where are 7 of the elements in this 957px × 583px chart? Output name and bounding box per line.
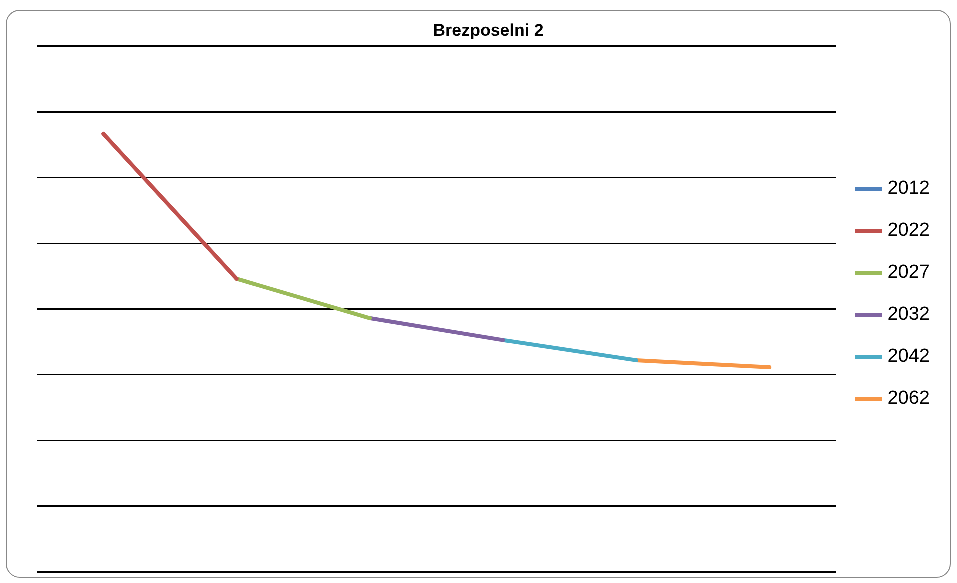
chart-title: Brezposelni 2 — [433, 20, 544, 40]
legend-label: 2032 — [888, 304, 930, 326]
legend-label: 2062 — [888, 388, 930, 410]
legend-label: 2042 — [888, 346, 930, 368]
legend-label: 2022 — [888, 220, 930, 242]
legend-label: 2027 — [888, 262, 930, 284]
legend-label: 2012 — [888, 178, 930, 200]
